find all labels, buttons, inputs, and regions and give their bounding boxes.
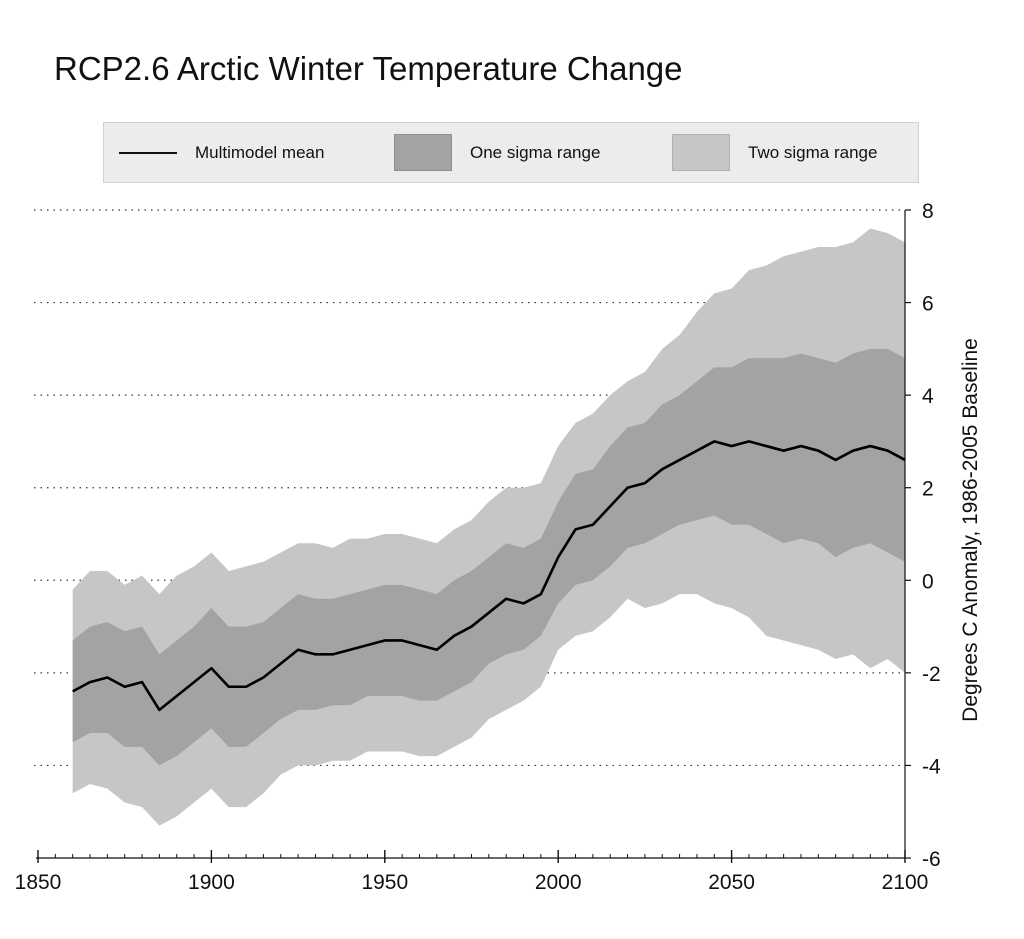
y-tick-label: 8 <box>922 200 934 223</box>
y-axis-label: Degrees C Anomaly, 1986-2005 Baseline <box>959 338 982 722</box>
y-tick-label: 4 <box>922 385 934 408</box>
x-tick-label: 2000 <box>535 871 582 894</box>
y-tick-label: -6 <box>922 848 941 871</box>
range-bands <box>72 228 906 826</box>
legend-item-multimodel-mean: Multimodel mean <box>119 123 324 182</box>
legend-label-multimodel-mean: Multimodel mean <box>195 142 325 162</box>
mean-line-layer <box>72 440 906 712</box>
x-tick-label: 1950 <box>361 871 408 894</box>
y-tick-label: 6 <box>922 293 934 316</box>
multimodel-mean-line <box>72 440 906 712</box>
axes: -6 -4 -2 0 2 4 6 8 1850 1900 1950 2000 2050 2100 <box>15 200 941 894</box>
legend-label-one-sigma: One sigma range <box>470 142 601 162</box>
y-tick-label: -4 <box>922 755 941 778</box>
legend: Multimodel mean One sigma range Two sigm… <box>103 122 919 183</box>
chart-title: RCP2.6 Arctic Winter Temperature Change <box>54 50 683 87</box>
legend-item-two-sigma: Two sigma range <box>672 123 877 182</box>
legend-swatch-two-sigma <box>672 134 730 171</box>
one-sigma-band <box>72 348 906 766</box>
legend-swatch-one-sigma <box>394 134 452 171</box>
x-tick-label: 2050 <box>708 871 755 894</box>
x-tick-label: 2100 <box>882 871 929 894</box>
legend-item-one-sigma: One sigma range <box>394 123 600 182</box>
x-tick-label: 1900 <box>188 871 235 894</box>
y-tick-label: -2 <box>922 663 941 686</box>
legend-line-swatch <box>119 151 177 154</box>
y-tick-label: 0 <box>922 570 934 593</box>
y-tick-label: 2 <box>922 478 934 501</box>
legend-label-two-sigma: Two sigma range <box>748 142 878 162</box>
x-tick-label: 1850 <box>15 871 62 894</box>
